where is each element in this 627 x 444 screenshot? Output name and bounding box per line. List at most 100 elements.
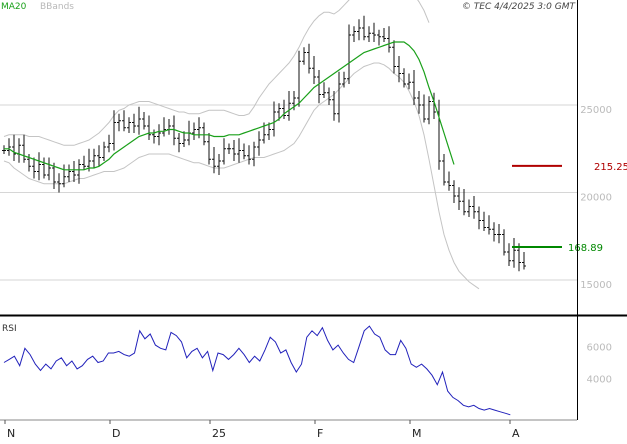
legend-ma20-label: MA20 [1,2,27,12]
ohlc-bar [387,26,391,53]
time-tick-label: F [317,427,323,440]
ohlc-bar [522,252,526,270]
time-tick-label: N [7,427,15,440]
ohlc-bar [237,138,241,163]
ohlc-bar [382,28,386,42]
ohlc-bar [192,122,196,140]
ohlc-bar [67,164,71,182]
ohlc-bar [362,15,366,41]
ohlc-bar [12,134,16,161]
ohlc-bar [272,101,276,137]
ohlc-bar [402,68,406,88]
ohlc-bar [217,154,221,175]
legend-bbands-label: BBands [40,2,74,12]
ohlc-bar [247,145,251,165]
ohlc-bar [137,106,141,135]
level-label: 168.89 [568,243,603,254]
price-tick-label: 20000 [580,193,612,204]
ma20-line [4,41,455,171]
ohlc-bar [37,152,41,181]
time-tick-label: 25 [212,427,226,440]
ohlc-bar [207,133,211,165]
ohlc-bar [427,96,431,125]
ohlc-bar [352,26,356,42]
ohlc-bar [222,138,226,165]
rsi-label: RSI [2,324,17,334]
price-axis-labels: 15000 20000 25000 [580,105,612,291]
ohlc-bar [497,224,501,244]
ohlc-bar [407,73,411,90]
ohlc-bar [162,117,166,137]
time-tick-label: M [412,427,422,440]
ohlc-bar [202,122,206,146]
rsi-tick-label: 4000 [587,374,612,385]
ohlc-bar [342,71,346,88]
ohlc-bar [507,243,511,266]
ohlc-bar [482,211,486,231]
ohlc-bar [467,199,471,217]
rsi-tick-label: 6000 [587,343,612,354]
ohlc-bar [52,162,56,189]
ohlc-bar [142,112,146,130]
ohlc-bar [172,115,176,146]
price-tick-label: 15000 [580,280,612,291]
ohlc-bar [487,215,491,235]
time-tick-label: D [112,427,120,440]
ohlc-bar [32,157,36,179]
ohlc-bar [302,47,306,65]
ohlc-bar [2,145,6,154]
ohlc-bar [212,147,216,174]
ohlc-bar [312,56,316,84]
ohlc-bar [82,155,86,170]
ohlc-bar [392,40,396,74]
ohlc-bar [127,117,131,133]
ohlc-bar [317,70,321,104]
ohlc-bar [22,134,26,163]
ohlc-bar [107,134,111,153]
ohlc-bar [77,159,81,184]
ohlc-bar [337,71,341,123]
ohlc-bar [452,180,456,203]
ohlc-bar [472,196,476,219]
ohlc-bar [252,141,256,167]
ohlc-bar [377,29,381,46]
ohlc-bar [147,115,151,140]
ohlc-bar [282,99,286,119]
ohlc-bar [7,138,11,156]
ohlc-bar [227,143,231,154]
ohlc-bar [157,124,161,146]
annotation-levels: 215.25 168.89 [512,162,627,254]
time-axis: N D 25 F M A [0,419,577,440]
ohlc-bar [307,43,311,74]
ohlc-bar [102,141,106,161]
ohlc-bar [152,129,156,144]
ohlc-bar [122,110,126,132]
ohlc-bar [72,161,76,182]
ohlc-bar [412,70,416,105]
ohlc-bar [422,94,426,123]
ohlc-bar [502,229,506,256]
ohlc-bar [357,19,361,41]
ohlc-bar [242,143,246,160]
legend: MA20 BBands © TEC 4/4/2025 3:0 GMT [1,2,576,12]
ohlc-bar [97,145,101,167]
ohlc-bar [62,164,66,188]
ohlc-bar [442,154,446,186]
ohlc-bar [57,173,61,193]
ohlc-bar [117,113,121,132]
rsi-panel: RSI 4000 6000 [0,314,627,416]
ma20-line-group [4,41,455,171]
ohlc-bar [132,113,136,133]
ohlc-bar [177,133,181,153]
ohlc-bar [182,131,186,147]
ohlc-bar [92,148,96,168]
ohlc-bar [447,171,451,191]
ohlc-bar [322,82,326,98]
ohlc-bar [287,91,291,121]
ohlc-bar [512,238,516,268]
ohlc-bar [277,103,281,121]
ohlc-bar [257,131,261,156]
time-tick-label: A [512,427,520,440]
